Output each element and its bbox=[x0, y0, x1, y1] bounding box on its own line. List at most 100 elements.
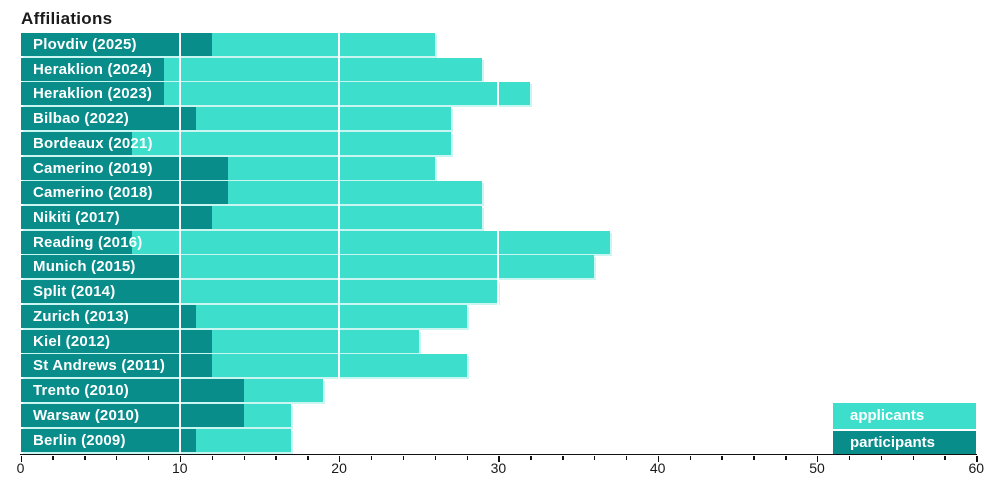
x-axis-minor-tick bbox=[880, 455, 883, 460]
x-axis-minor-tick bbox=[147, 455, 150, 460]
bar-category-label: Berlin (2009) bbox=[33, 431, 126, 449]
x-axis-major-tick bbox=[976, 455, 978, 462]
gridline bbox=[178, 33, 181, 453]
bar-category-label: Bilbao (2022) bbox=[33, 110, 129, 128]
x-axis-minor-tick bbox=[84, 455, 86, 460]
participants-bar bbox=[20, 156, 228, 180]
x-axis-tick-label: 50 bbox=[809, 460, 825, 476]
legend: applicants participants bbox=[833, 403, 976, 454]
participants-bar bbox=[20, 255, 180, 279]
legend-item-participants: participants bbox=[833, 431, 976, 454]
bar-category-label: Camerino (2019) bbox=[33, 159, 153, 177]
x-axis-line bbox=[20, 454, 977, 455]
applicants-bar bbox=[20, 230, 610, 254]
x-axis-minor-tick bbox=[721, 455, 723, 460]
bar-category-label: Heraklion (2024) bbox=[33, 60, 153, 78]
bar-category-label: Reading (2016) bbox=[33, 233, 143, 251]
x-axis-major-tick bbox=[817, 455, 819, 462]
x-axis-minor-tick bbox=[785, 455, 787, 460]
participants-bar bbox=[20, 280, 180, 304]
gridline bbox=[497, 33, 500, 453]
bar-category-label: Kiel (2012) bbox=[33, 332, 111, 350]
participants-bar bbox=[20, 57, 164, 81]
participants-bar bbox=[20, 131, 132, 155]
x-axis-minor-tick bbox=[434, 455, 437, 460]
x-axis-major-tick bbox=[179, 455, 182, 462]
participants-bar bbox=[20, 428, 196, 452]
x-axis-minor-tick bbox=[625, 455, 628, 460]
bar-row: Trento (2010) bbox=[0, 379, 1000, 403]
x-axis-minor-tick bbox=[530, 455, 532, 460]
chart-title: Affiliations bbox=[21, 9, 113, 28]
bar-row: Reading (2016) bbox=[0, 230, 1000, 254]
participants-bar bbox=[20, 403, 244, 427]
gridline bbox=[656, 33, 659, 453]
bar-category-label: Trento (2010) bbox=[33, 382, 129, 400]
x-axis-minor-tick bbox=[848, 455, 851, 460]
x-axis-minor-tick bbox=[275, 455, 277, 460]
participants-bar bbox=[20, 304, 196, 328]
participants-bar bbox=[20, 230, 132, 254]
participants-bar bbox=[20, 181, 228, 205]
bar-row: St Andrews (2011) bbox=[0, 354, 1000, 378]
participants-bar bbox=[20, 107, 196, 131]
x-axis-minor-tick bbox=[307, 455, 309, 460]
x-axis-minor-tick bbox=[466, 455, 468, 460]
participants-bar bbox=[20, 329, 212, 353]
bar-category-label: St Andrews (2011) bbox=[33, 357, 166, 375]
participants-bar bbox=[20, 354, 212, 378]
x-axis-major-tick bbox=[657, 455, 660, 462]
x-axis-minor-tick bbox=[593, 455, 596, 460]
participants-bar bbox=[20, 82, 164, 106]
bar-row: Heraklion (2024) bbox=[0, 57, 1000, 81]
bar-category-label: Heraklion (2023) bbox=[33, 85, 153, 103]
bar-row: Kiel (2012) bbox=[0, 329, 1000, 353]
participants-bar bbox=[20, 33, 212, 56]
x-axis-major-tick bbox=[339, 455, 341, 462]
bar-category-label: Zurich (2013) bbox=[33, 307, 129, 325]
x-axis-minor-tick bbox=[402, 455, 405, 460]
x-axis-minor-tick bbox=[370, 455, 373, 460]
bar-category-label: Warsaw (2010) bbox=[33, 406, 140, 424]
x-axis-major-tick bbox=[20, 455, 22, 462]
gridline bbox=[816, 33, 818, 453]
bar-category-label: Plovdiv (2025) bbox=[33, 36, 137, 53]
bar-row: Nikiti (2017) bbox=[0, 206, 1000, 230]
bar-row: Berlin (2009) bbox=[0, 428, 1000, 452]
bar-row: Zurich (2013) bbox=[0, 304, 1000, 328]
bar-row: Bilbao (2022) bbox=[0, 107, 1000, 131]
x-axis-tick-label: 20 bbox=[331, 460, 347, 476]
x-axis-minor-tick bbox=[753, 455, 755, 460]
x-axis-major-tick bbox=[498, 455, 500, 462]
bar-row: Plovdiv (2025) bbox=[0, 33, 1000, 56]
x-axis-minor-tick bbox=[52, 455, 54, 460]
x-axis-minor-tick bbox=[211, 455, 214, 460]
bar-category-label: Bordeaux (2021) bbox=[33, 134, 153, 152]
x-axis-tick-label: 10 bbox=[172, 460, 188, 476]
x-axis-tick-label: 60 bbox=[968, 460, 985, 476]
legend-item-applicants: applicants bbox=[833, 403, 976, 429]
x-axis-tick-label: 0 bbox=[16, 460, 25, 476]
bar-category-label: Camerino (2018) bbox=[33, 184, 153, 202]
participants-bar bbox=[20, 206, 212, 230]
bar-row: Heraklion (2023) bbox=[0, 82, 1000, 106]
bar-row: Bordeaux (2021) bbox=[0, 131, 1000, 155]
x-axis-minor-tick bbox=[116, 455, 118, 460]
bar-category-label: Split (2014) bbox=[33, 283, 116, 301]
bar-row: Camerino (2019) bbox=[0, 156, 1000, 180]
bar-row: Split (2014) bbox=[0, 280, 1000, 304]
x-axis-tick-label: 30 bbox=[490, 460, 507, 476]
bar-category-label: Nikiti (2017) bbox=[33, 209, 120, 227]
x-axis-minor-tick bbox=[912, 455, 914, 460]
x-axis-minor-tick bbox=[562, 455, 564, 460]
bar-row: Munich (2015) bbox=[0, 255, 1000, 279]
participants-bar bbox=[20, 379, 244, 403]
gridline bbox=[338, 33, 341, 453]
x-axis-minor-tick bbox=[243, 455, 245, 460]
x-axis-tick-label: 40 bbox=[649, 460, 666, 476]
bar-category-label: Munich (2015) bbox=[33, 258, 136, 276]
x-axis-minor-tick bbox=[689, 455, 691, 460]
x-axis-minor-tick bbox=[944, 455, 946, 460]
